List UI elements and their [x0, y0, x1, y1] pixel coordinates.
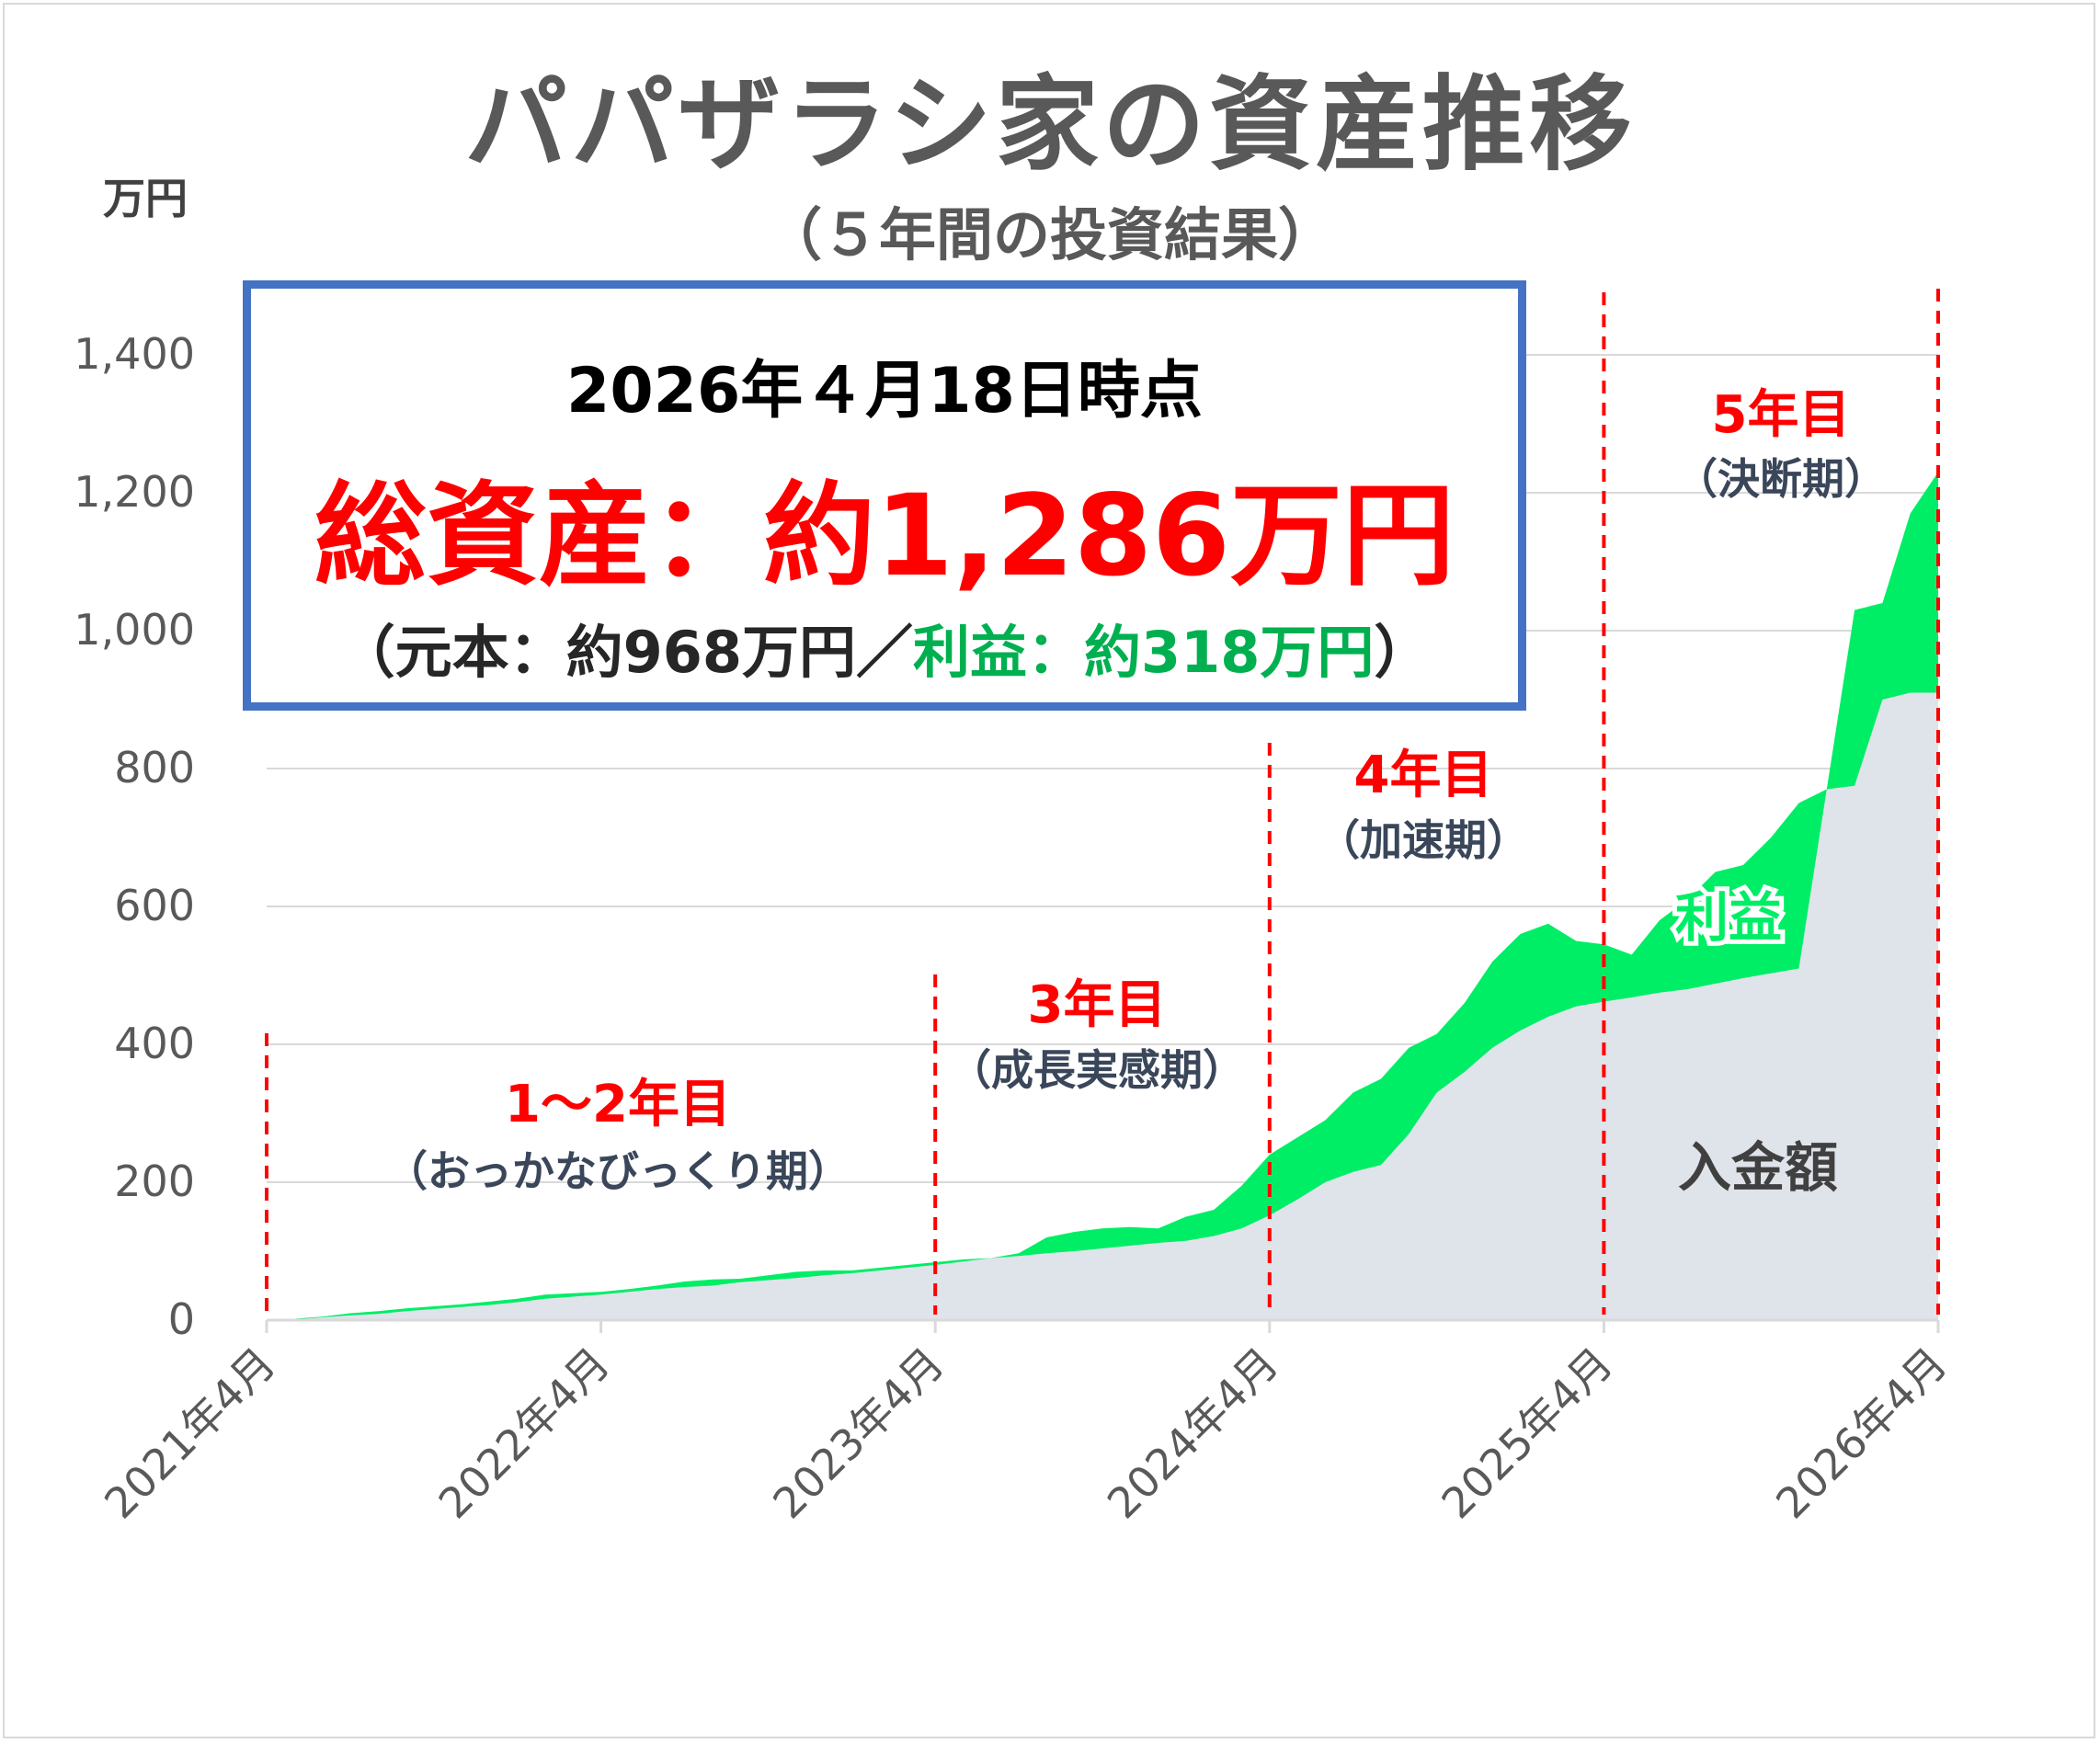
phase-title: 5年目	[1712, 385, 1851, 445]
phase-subtitle: （成長実感期）	[949, 1045, 1245, 1095]
summary-principal: （元本：約968万円	[337, 619, 856, 686]
x-tick-label: 2024年4月	[1098, 1339, 1288, 1529]
profit-series-label: 利益	[1675, 886, 1782, 949]
x-axis-ticks: 2021年4月 2022年4月 2023年4月 2024年4月 2025年4月 2026年…	[95, 1320, 1957, 1528]
summary-profit: 利益：約318万円	[913, 619, 1375, 686]
y-tick-label: 1,400	[74, 329, 195, 379]
phase-subtitle: （おっかなびっくり期）	[385, 1146, 850, 1196]
phase-labels: 1〜2年目 （おっかなびっくり期） 3年目 （成長実感期） 4年目 （加速期） 5年目 （決断…	[385, 385, 1887, 1196]
summary-box: 2026年４月18日時点 総資産：約1,286万円 （元本：約968万円／利益：…	[243, 280, 1526, 711]
y-tick-label: 800	[114, 743, 195, 792]
summary-close: ）	[1374, 619, 1432, 686]
chart-title: パパザラシ家の資産推移	[464, 65, 1636, 185]
summary-date: 2026年４月18日時点	[566, 355, 1203, 427]
chart-subtitle: （５年間の投資結果）	[764, 201, 1335, 268]
y-tick-label: 600	[114, 881, 195, 930]
y-tick-label: 1,200	[74, 467, 195, 517]
y-axis-unit: 万円	[103, 174, 188, 223]
y-axis-ticks: 0 200 400 600 800 1,000 1,200 1,400	[74, 329, 195, 1344]
phase-title: 1〜2年目	[505, 1075, 731, 1134]
summary-separator: ／	[855, 619, 913, 686]
image-frame	[3, 3, 2095, 1738]
y-tick-label: 200	[114, 1156, 195, 1206]
x-tick-label: 2026年4月	[1766, 1339, 1957, 1529]
phase-title: 4年目	[1354, 746, 1493, 805]
y-tick-label: 0	[168, 1294, 195, 1344]
x-tick-label: 2021年4月	[95, 1339, 285, 1529]
summary-total-assets: 総資産：約1,286万円	[314, 471, 1455, 601]
phase-subtitle: （加速期）	[1318, 815, 1529, 865]
y-tick-label: 1,000	[74, 605, 195, 655]
y-tick-label: 400	[114, 1019, 195, 1068]
summary-breakdown: （元本：約968万円／利益：約318万円）	[251, 606, 1518, 689]
x-tick-label: 2022年4月	[429, 1339, 620, 1529]
x-tick-label: 2023年4月	[763, 1339, 953, 1529]
phase-subtitle: （決断期）	[1675, 454, 1887, 504]
x-tick-label: 2025年4月	[1432, 1339, 1622, 1529]
phase-title: 3年目	[1028, 975, 1167, 1035]
phase-boundary-lines	[265, 289, 1940, 1315]
deposit-series-label: 入金額	[1678, 1136, 1838, 1199]
deposit-area	[267, 692, 1938, 1320]
